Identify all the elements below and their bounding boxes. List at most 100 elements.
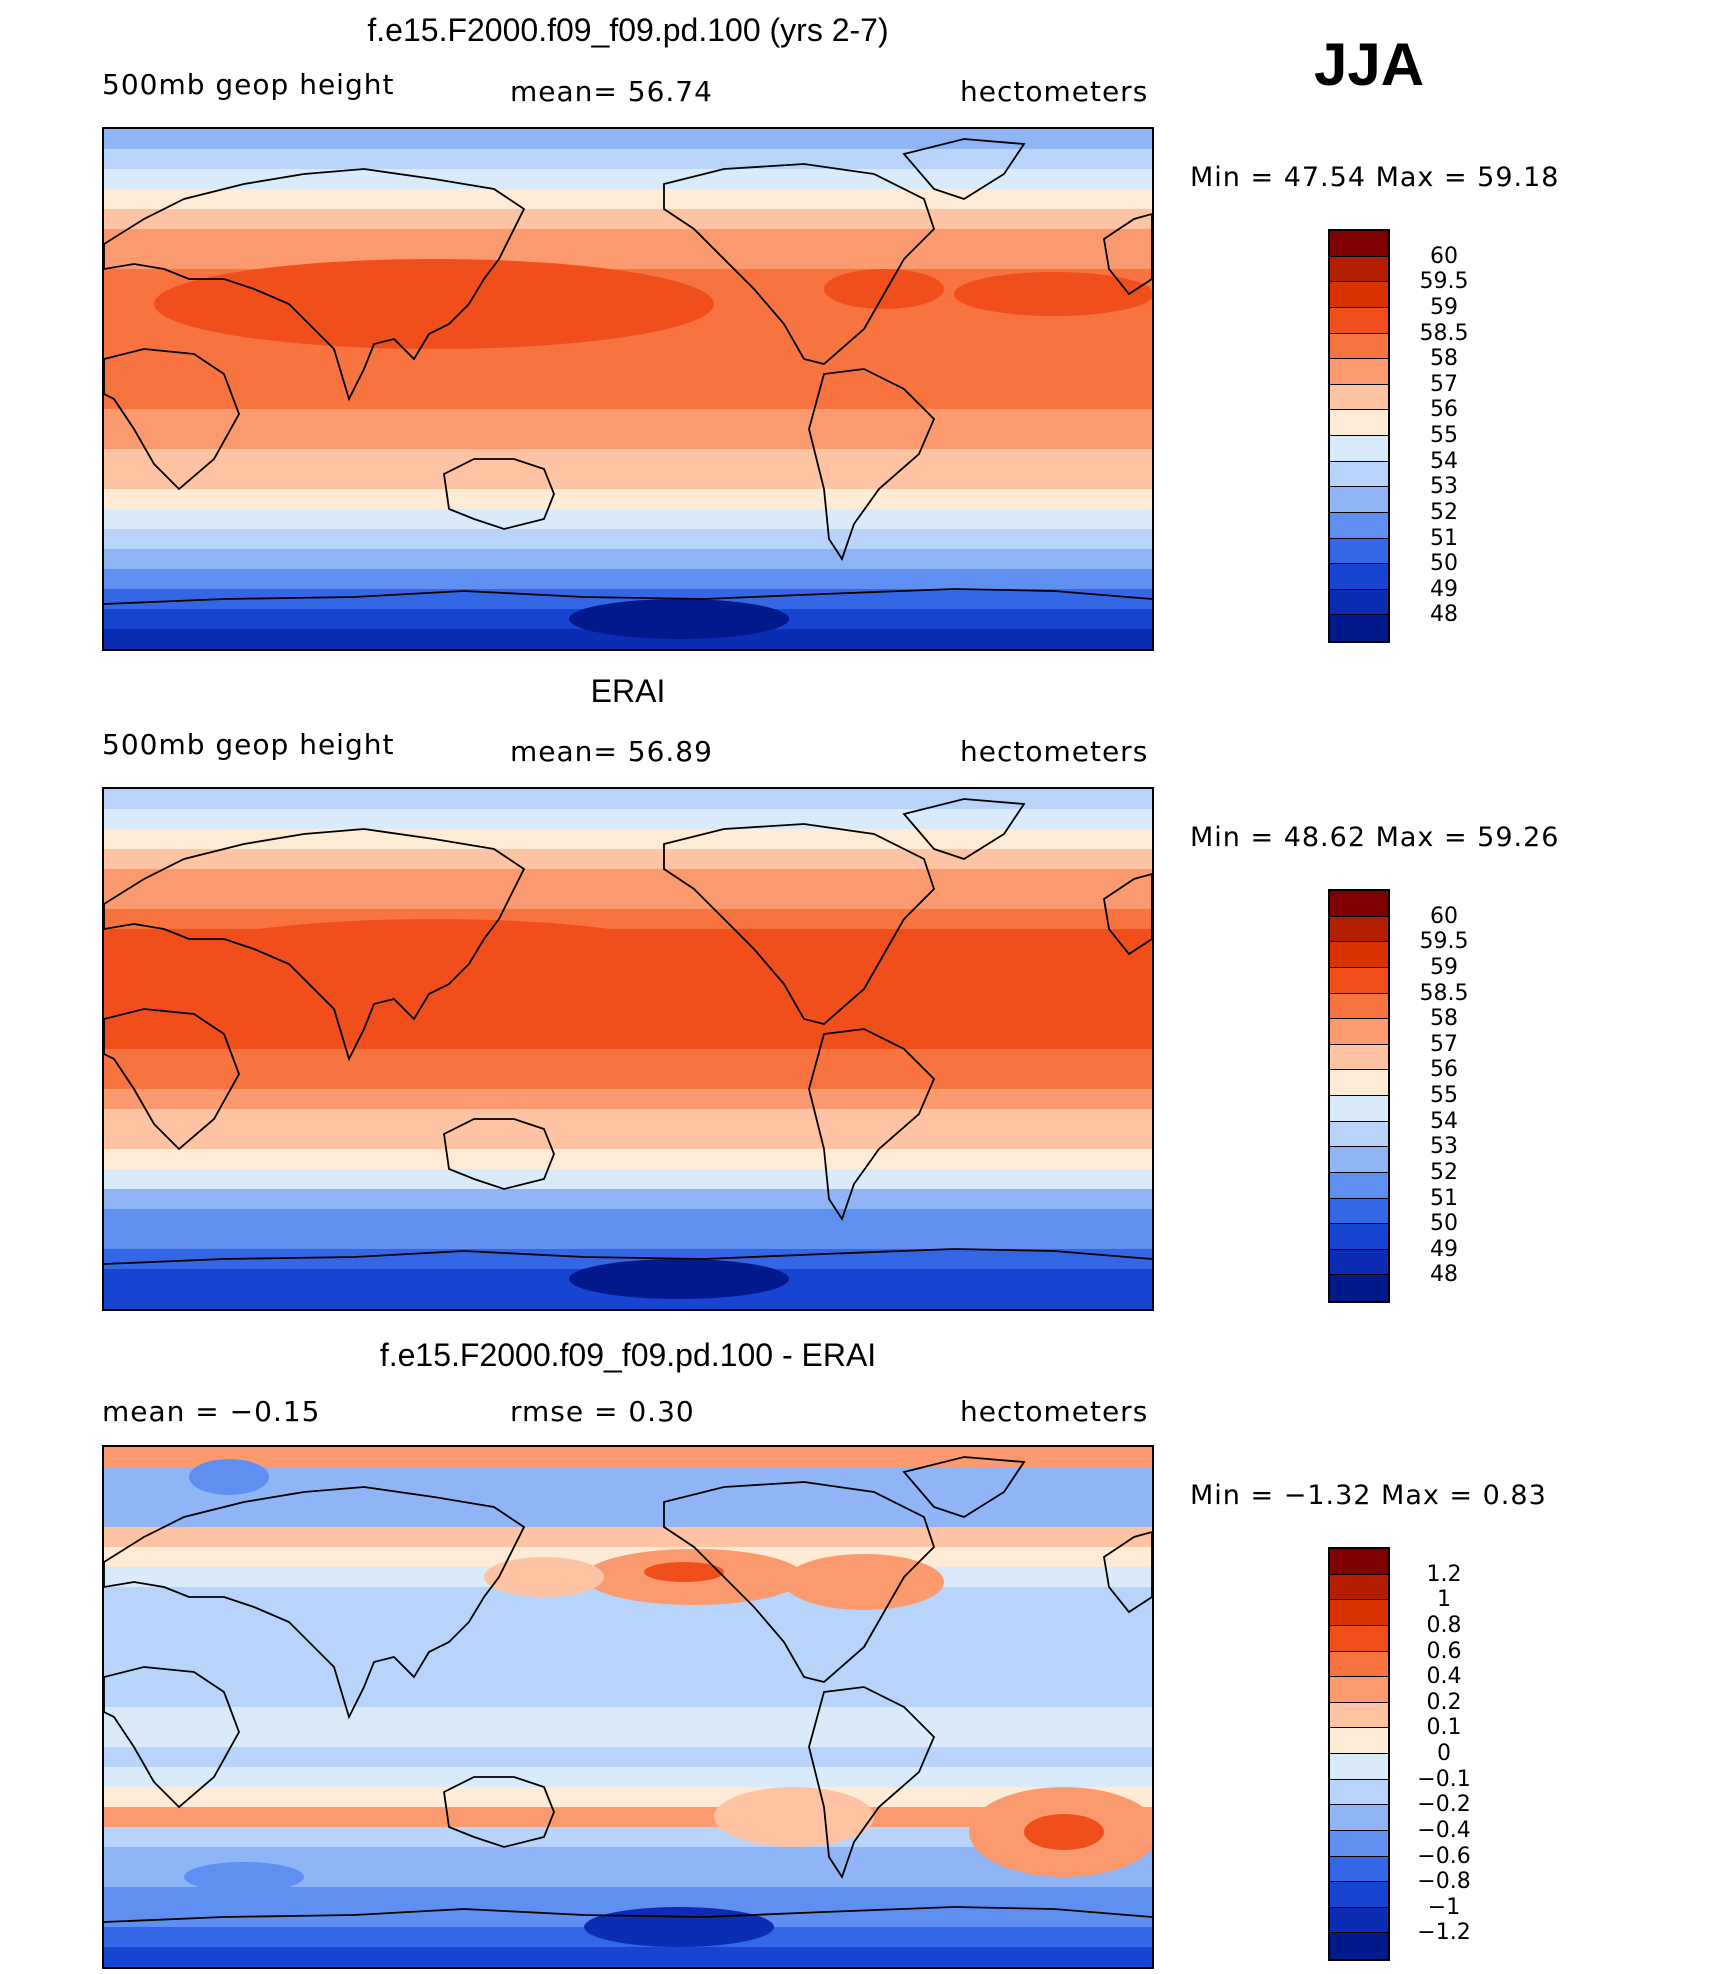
anomaly-region (714, 1787, 874, 1847)
colorbar-swatch (1330, 384, 1388, 411)
anomaly-region (484, 1557, 604, 1597)
map-band (104, 169, 1152, 190)
colorbar-tick-label: 52 (1430, 499, 1458, 525)
colorbar-tick-label: 48 (1430, 1262, 1458, 1288)
colorbar-tick-label: −0.6 (1417, 1843, 1471, 1869)
map-band (104, 1029, 1152, 1050)
colorbar-swatch (1330, 1600, 1388, 1626)
colorbar-tick-label: 55 (1430, 1083, 1458, 1108)
map-band (104, 429, 1152, 450)
colorbar-swatch (1330, 461, 1388, 488)
map-band (104, 789, 1152, 810)
map-band (104, 589, 1152, 610)
anomaly-region (1024, 1814, 1104, 1850)
map-band (104, 1627, 1152, 1648)
anomaly-region (189, 1459, 269, 1495)
colorbar-tick-label: 54 (1430, 448, 1458, 474)
high-region (154, 919, 714, 1009)
colorbar-tick-label: 59.5 (1419, 929, 1469, 955)
map-band (104, 449, 1152, 470)
map-band (104, 1467, 1152, 1488)
coastline (443, 1118, 555, 1190)
map-band (104, 1069, 1152, 1090)
map-band (104, 1667, 1152, 1688)
coastline (443, 1776, 555, 1848)
colorbar-tick-label: 0.8 (1426, 1612, 1462, 1638)
colorbar-swatch (1330, 1549, 1388, 1575)
colorbar-swatch (1330, 487, 1388, 513)
map-band (104, 1249, 1152, 1270)
colorbar-tick-label: 59 (1430, 954, 1458, 980)
map-band (104, 909, 1152, 930)
colorbar-tick-label: 58 (1430, 1006, 1458, 1032)
colorbar-tick-label: −0.8 (1417, 1869, 1471, 1895)
coastline (1103, 213, 1152, 296)
coastline (104, 588, 1152, 605)
colorbar-tick-label: 54 (1430, 1108, 1458, 1134)
colorbar-swatch (1330, 967, 1388, 994)
map-band (104, 1109, 1152, 1130)
colorbar-tick-label: 51 (1430, 1185, 1458, 1211)
map-band (104, 629, 1152, 649)
colorbar-swatch (1330, 282, 1388, 308)
map-band (104, 489, 1152, 510)
map-band (104, 1049, 1152, 1070)
colorbar-swatch (1330, 436, 1388, 462)
colorbar-swatch (1330, 1224, 1388, 1250)
panel2-minmax: Min = 48.62 Max = 59.26 (1190, 822, 1560, 853)
map-band (104, 369, 1152, 390)
colorbar-swatch (1330, 1779, 1388, 1806)
colorbar-swatch (1330, 512, 1388, 539)
colorbar-swatch (1330, 1677, 1388, 1703)
high-region (954, 272, 1152, 316)
map-band (104, 1169, 1152, 1190)
colorbar-swatch (1330, 1625, 1388, 1652)
colorbar-swatch (1330, 993, 1388, 1020)
map-band (104, 1189, 1152, 1210)
map-band (104, 1647, 1152, 1668)
colorbar-swatch (1330, 231, 1388, 257)
colorbar-tick-label: −1 (1427, 1894, 1461, 1920)
colorbar-swatch (1330, 1121, 1388, 1148)
map-band (104, 569, 1152, 590)
coastline (104, 348, 240, 491)
colorbar-tick-label: 50 (1430, 551, 1458, 577)
colorbar-tick-label: 57 (1430, 1031, 1458, 1057)
map-band (104, 889, 1152, 910)
map-band (104, 1867, 1152, 1888)
coastline (443, 458, 555, 530)
colorbar-tick-label: 0.4 (1426, 1664, 1462, 1690)
colorbar-tick-label: 57 (1430, 371, 1458, 397)
map-band (104, 1727, 1152, 1748)
coastline (808, 1686, 936, 1880)
panel2-map-svg (104, 789, 1152, 1309)
colorbar-swatch (1330, 891, 1388, 917)
colorbar-swatch (1330, 1070, 1388, 1096)
anomaly-region (184, 1862, 304, 1892)
map-band (104, 829, 1152, 850)
colorbar-swatch (1330, 1172, 1388, 1199)
colorbar-swatch (1330, 1019, 1388, 1045)
anomaly-region (584, 1907, 774, 1947)
map-band (104, 1487, 1152, 1508)
coastline (663, 163, 936, 365)
map-band (104, 1887, 1152, 1908)
map-band (104, 1229, 1152, 1250)
colorbar-swatch (1330, 916, 1388, 943)
map-band (104, 1707, 1152, 1728)
map-band (104, 1787, 1152, 1808)
map-band (104, 1089, 1152, 1110)
colorbar-tick-label: 53 (1430, 474, 1458, 500)
map-band (104, 869, 1152, 890)
colorbar-swatch (1330, 1933, 1388, 1959)
colorbar-tick-label: 58 (1430, 346, 1458, 372)
map-band (104, 1847, 1152, 1868)
map-band (104, 1149, 1152, 1170)
colorbar-tick-label: 0.2 (1426, 1689, 1462, 1715)
colorbar-swatch (1330, 410, 1388, 436)
map-band (104, 1447, 1152, 1468)
colorbar-tick-label: 59.5 (1419, 269, 1469, 295)
coastline (104, 1248, 1152, 1265)
panel3-map-svg (104, 1447, 1152, 1967)
map-band (104, 549, 1152, 570)
